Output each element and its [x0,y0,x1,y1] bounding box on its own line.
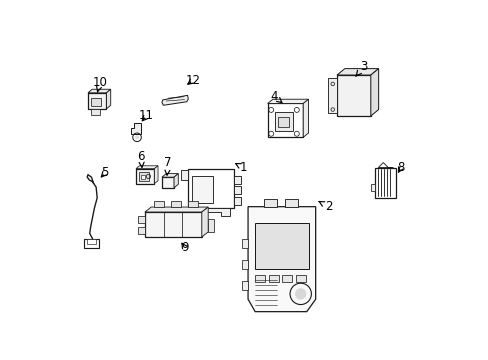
Polygon shape [154,166,158,184]
Text: 2: 2 [319,200,331,213]
Bar [255,275,264,283]
Bar [267,103,303,137]
Text: 1: 1 [235,161,246,174]
Bar [191,176,213,203]
Bar [233,197,241,205]
Bar [136,168,154,184]
Bar [264,199,276,207]
Text: 4: 4 [270,90,282,103]
Text: 12: 12 [185,74,200,87]
Polygon shape [162,174,178,177]
Bar [282,275,292,283]
Text: 11: 11 [139,109,154,122]
Text: 5: 5 [101,166,108,179]
Polygon shape [336,69,378,75]
Bar [141,175,144,179]
Polygon shape [303,99,308,137]
Bar [241,282,247,290]
Bar [144,212,202,237]
Bar [278,117,288,127]
Bar [139,172,149,181]
Circle shape [294,288,306,300]
Bar [153,201,163,207]
Bar [181,170,187,180]
Text: 8: 8 [397,161,404,174]
Polygon shape [162,95,188,105]
Polygon shape [202,207,208,237]
Bar [208,219,213,231]
Polygon shape [247,207,315,312]
Bar [91,98,101,106]
Bar [162,177,174,188]
Bar [91,109,100,114]
Bar [241,260,247,269]
Text: 6: 6 [137,150,145,167]
Text: 3: 3 [355,60,367,76]
Polygon shape [88,89,110,93]
Bar [138,227,144,234]
Polygon shape [370,69,378,116]
Text: 10: 10 [93,76,108,92]
Polygon shape [378,163,392,167]
Bar [233,176,241,184]
Circle shape [135,135,139,139]
Polygon shape [190,208,229,216]
Bar [275,112,292,131]
Polygon shape [130,123,141,134]
Bar [370,184,375,191]
Polygon shape [136,166,158,168]
Polygon shape [106,89,110,109]
Text: 7: 7 [164,156,171,175]
Polygon shape [144,207,208,212]
Text: 9: 9 [181,241,188,254]
Bar [285,199,297,207]
Bar [255,223,308,269]
Bar [138,216,144,223]
Bar [170,201,181,207]
Bar [295,275,305,283]
Bar [375,167,395,198]
Bar [241,239,247,248]
Bar [233,186,241,194]
Bar [268,275,278,283]
Polygon shape [84,239,99,248]
Polygon shape [174,174,178,188]
Bar [187,201,198,207]
Bar [187,169,233,208]
Bar [87,239,96,244]
Bar [327,78,336,113]
Bar [336,75,370,116]
Polygon shape [267,99,308,103]
Bar [88,93,106,109]
